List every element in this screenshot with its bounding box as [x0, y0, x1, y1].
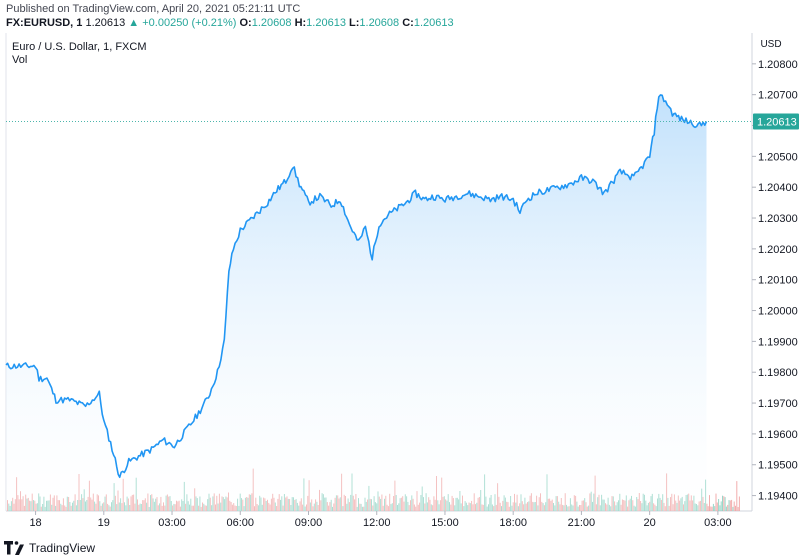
volume-bar — [718, 499, 720, 511]
price-area-fill — [6, 94, 707, 512]
last-price-badge — [753, 113, 799, 130]
x-tick-label: 09:00 — [295, 517, 323, 529]
y-tick-label: 1.20800 — [758, 59, 798, 71]
high-value: 1.20613 — [306, 17, 346, 29]
volume-bar — [727, 504, 729, 511]
y-tick-label: 1.19700 — [758, 398, 798, 410]
y-tick-label: 1.20700 — [758, 90, 798, 102]
volume-bar — [716, 502, 718, 511]
volume-bar — [709, 495, 710, 511]
symbol-ohlc-row: FX:EURUSD, 1 1.20613 ▲ +0.00250 (+0.21%)… — [6, 16, 796, 30]
y-tick-label: 1.20300 — [758, 213, 798, 225]
y-tick-label: 1.19500 — [758, 460, 798, 472]
low-label: L: — [349, 17, 360, 29]
y-tick-label: 1.20000 — [758, 306, 798, 318]
y-tick-label: 1.19400 — [758, 491, 798, 503]
volume-bar — [706, 503, 708, 511]
volume-bar — [719, 505, 721, 511]
y-tick-label: 1.19800 — [758, 367, 798, 379]
brand-name: TradingView — [29, 541, 96, 555]
x-tick-label: 03:00 — [158, 517, 186, 529]
chart-header: Published on TradingView.com, April 20, … — [6, 2, 796, 30]
volume-bar — [728, 500, 730, 511]
close-value: 1.20613 — [413, 17, 454, 29]
x-tick-label: 20 — [644, 517, 656, 529]
volume-bar — [724, 497, 726, 511]
footer-brand[interactable]: TradingView — [4, 538, 95, 558]
symbol-label[interactable]: FX:EURUSD, 1 — [6, 17, 83, 29]
volume-bar — [715, 493, 717, 511]
y-tick-label: 1.20100 — [758, 275, 798, 287]
volume-bar — [733, 501, 735, 511]
last-price-label: 1.20613 — [757, 117, 797, 129]
volume-bar — [738, 496, 740, 511]
volume-bar — [710, 506, 712, 511]
low-value: 1.20608 — [359, 17, 400, 29]
volume-label: Vol — [12, 54, 27, 66]
x-tick-label: 19 — [98, 517, 110, 529]
volume-bar — [725, 506, 727, 511]
volume-bar — [737, 507, 739, 511]
y-tick-label: 1.20200 — [758, 244, 798, 256]
volume-bar — [732, 506, 734, 511]
close-label: C: — [402, 17, 414, 29]
volume-bar — [722, 495, 723, 511]
x-tick-label: 03:00 — [704, 517, 732, 529]
currency-label: USD — [760, 39, 781, 50]
open-label: O: — [239, 17, 252, 29]
series-title: Euro / U.S. Dollar, 1, FXCM — [12, 41, 146, 53]
volume-bar — [729, 500, 731, 511]
y-tick-label: 1.19600 — [758, 429, 798, 441]
publish-info: Published on TradingView.com, April 20, … — [6, 3, 301, 15]
volume-bar — [735, 505, 736, 511]
open-value: 1.20608 — [251, 17, 292, 29]
x-tick-label: 15:00 — [431, 517, 459, 529]
last-price: 1.20613 — [85, 17, 126, 29]
price-line — [5, 94, 708, 479]
high-label: H: — [294, 17, 307, 29]
volume-bar — [712, 503, 714, 511]
volume-bar — [714, 506, 716, 511]
tradingview-logo-icon — [4, 541, 24, 555]
y-tick-label: 1.20500 — [758, 151, 798, 163]
x-tick-label: 18 — [29, 517, 41, 529]
volume-bar — [711, 506, 713, 511]
volume-bar — [731, 499, 733, 511]
x-tick-label: 18:00 — [499, 517, 527, 529]
volume-bar — [707, 506, 709, 511]
chart-area[interactable]: Euro / U.S. Dollar, 1, FXCM Vol USD 1.20800… — [0, 33, 800, 533]
y-tick-label: 1.19900 — [758, 336, 798, 348]
volume-bar — [723, 496, 725, 511]
y-tick-label: 1.20400 — [758, 182, 798, 194]
volume-bar — [736, 481, 738, 511]
x-tick-label: 12:00 — [363, 517, 391, 529]
x-tick-label: 06:00 — [226, 517, 254, 529]
x-tick-label: 21:00 — [568, 517, 596, 529]
price-change: ▲ +0.00250 (+0.21%) — [128, 17, 237, 29]
volume-bar — [720, 501, 722, 511]
